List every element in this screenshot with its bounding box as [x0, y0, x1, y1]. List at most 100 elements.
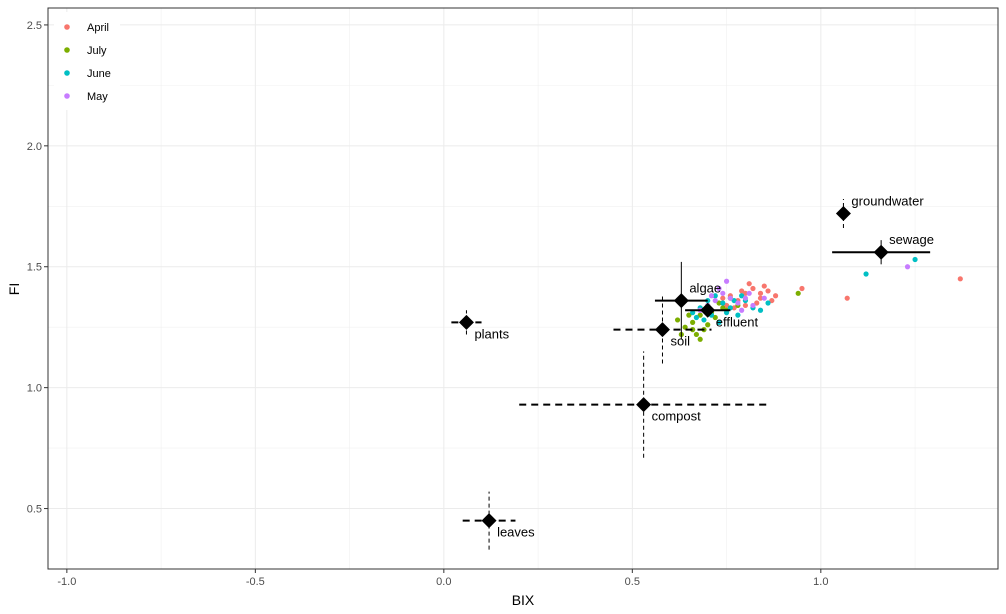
point-june: [705, 297, 711, 304]
point-may: [735, 300, 741, 306]
point-april: [765, 288, 771, 294]
point-june: [716, 319, 722, 325]
point-may: [720, 290, 726, 296]
point-june: [727, 305, 733, 311]
point-may: [708, 293, 715, 299]
y-axis-label: FI: [6, 283, 22, 295]
legend-label-may: May: [87, 91, 108, 103]
source-algae: algae: [654, 261, 721, 340]
point-july: [795, 290, 801, 296]
point-april: [754, 300, 760, 306]
point-april: [742, 302, 749, 309]
point-july: [716, 300, 722, 306]
source-groundwater: groundwater: [835, 194, 924, 229]
point-july: [697, 312, 703, 318]
source-leaves: leaves: [462, 491, 535, 550]
data-points: [674, 256, 963, 342]
source-marker-groundwater: [835, 206, 851, 222]
source-compost: compost: [519, 351, 769, 458]
x-tick-label: 1.0: [813, 576, 828, 588]
legend-key-april: [64, 24, 70, 30]
point-april: [742, 290, 749, 296]
source-label-compost: compost: [652, 409, 702, 424]
legend: April July June May: [54, 12, 120, 110]
point-may: [723, 278, 730, 284]
x-tick-label: 0.0: [436, 576, 451, 588]
point-april: [844, 295, 850, 301]
point-june: [723, 310, 730, 316]
point-april: [769, 297, 775, 304]
point-may: [716, 285, 722, 292]
source-label-soil: soil: [670, 334, 690, 349]
source-marker-sewage: [873, 244, 889, 260]
point-april: [723, 302, 730, 309]
point-july: [697, 336, 703, 342]
point-may: [739, 307, 745, 313]
point-july: [712, 314, 718, 321]
point-april: [799, 285, 805, 292]
point-april: [772, 293, 779, 299]
point-april: [750, 285, 756, 292]
point-may: [727, 295, 733, 301]
source-sewage: sewage: [832, 232, 934, 265]
x-tick-label: 0.5: [625, 576, 640, 588]
point-may: [904, 264, 911, 270]
source-marker-plants: [458, 314, 474, 330]
point-may: [712, 297, 718, 304]
point-july: [682, 324, 688, 330]
y-tick-label: 2.5: [27, 20, 42, 32]
point-may: [742, 295, 749, 301]
source-marker-soil: [654, 322, 670, 338]
point-july: [705, 322, 711, 328]
y-tick-label: 1.0: [27, 383, 42, 395]
y-axis-ticks: 0.5 1.0 1.5 2.0 2.5: [27, 20, 48, 516]
point-june: [757, 307, 764, 313]
point-april: [761, 283, 767, 289]
source-endmembers: groundwater sewage algae effluent soil plants…: [451, 194, 934, 550]
point-may: [761, 295, 767, 301]
x-axis-label: BIX: [512, 592, 535, 608]
legend-key-july: [64, 47, 70, 53]
series-june: [690, 256, 918, 325]
point-june: [690, 310, 696, 316]
point-june: [712, 293, 718, 299]
source-effluent: effluent: [685, 302, 759, 329]
point-april: [757, 295, 764, 301]
x-tick-label: -0.5: [246, 576, 265, 588]
legend-key-may: [64, 93, 70, 99]
point-june: [693, 314, 700, 321]
legend-label-june: June: [87, 68, 111, 80]
x-tick-label: -1.0: [57, 576, 76, 588]
x-axis-ticks: -1.0 -0.5 0.0 0.5 1.0: [57, 569, 828, 588]
point-april: [957, 276, 963, 282]
source-plants: plants: [451, 310, 510, 341]
point-june: [765, 300, 771, 306]
point-june: [735, 312, 741, 318]
grid-lines: [48, 8, 998, 569]
source-marker-algae: [673, 293, 689, 309]
point-june: [720, 300, 726, 306]
source-label-groundwater: groundwater: [851, 194, 924, 209]
source-label-effluent: effluent: [716, 314, 759, 329]
point-june: [739, 293, 745, 299]
source-label-plants: plants: [474, 326, 509, 341]
source-label-algae: algae: [689, 281, 721, 296]
point-july: [693, 331, 700, 338]
y-tick-label: 2.0: [27, 141, 42, 153]
point-july: [690, 319, 696, 325]
point-july: [686, 312, 692, 318]
source-marker-leaves: [481, 513, 497, 529]
point-july: [690, 327, 696, 333]
point-july: [674, 317, 681, 323]
source-label-leaves: leaves: [497, 525, 535, 540]
point-june: [912, 256, 918, 263]
legend-label-july: July: [87, 45, 107, 57]
y-tick-label: 1.5: [27, 262, 42, 274]
source-soil: soil: [613, 295, 712, 364]
legend-key-june: [64, 70, 70, 76]
point-april: [746, 281, 752, 287]
panel-border: [47, 7, 999, 570]
point-june: [701, 317, 707, 323]
